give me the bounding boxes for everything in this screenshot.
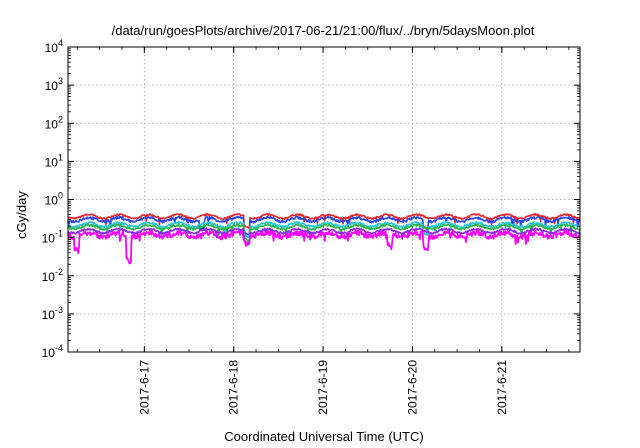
y-tick-label: 10-2: [42, 267, 63, 284]
series-line-4: [67, 223, 581, 247]
x-tick-label: 2017-6-18: [227, 360, 241, 415]
x-axis: 2017-6-17 2017-6-18 2017-6-19 2017-6-20 2017…: [76, 47, 570, 415]
y-tick-label: 104: [45, 38, 63, 55]
y-tick-label: 103: [45, 76, 63, 93]
series-line-5: [67, 227, 581, 245]
series-line-6: [67, 229, 581, 265]
series-line-2: [67, 215, 581, 236]
y-tick-label: 101: [45, 152, 63, 169]
y-axis-label: cGy/day: [14, 191, 29, 239]
y-tick-label: 10-4: [42, 343, 63, 360]
series-line-1: [67, 212, 581, 229]
grid-lines: [68, 47, 580, 352]
y-axis: 10-4 10-3 10-2 10-1 100 101 102 103 104: [42, 38, 580, 360]
y-tick-label: 100: [45, 191, 63, 208]
x-axis-label: Coordinated Universal Time (UTC): [224, 429, 423, 444]
series-layer: [67, 212, 581, 265]
x-tick-label: 2017-6-19: [316, 360, 330, 415]
y-tick-label: 102: [45, 114, 63, 131]
x-tick-label: 2017-6-20: [405, 360, 419, 415]
y-tick-label: 10-3: [42, 305, 63, 322]
series-line-3: [67, 220, 581, 239]
y-tick-label: 10-1: [42, 229, 63, 246]
chart-title: /data/run/goesPlots/archive/2017-06-21/2…: [112, 23, 535, 38]
x-tick-label: 2017-6-21: [495, 360, 509, 415]
x-tick-label: 2017-6-17: [137, 360, 151, 415]
